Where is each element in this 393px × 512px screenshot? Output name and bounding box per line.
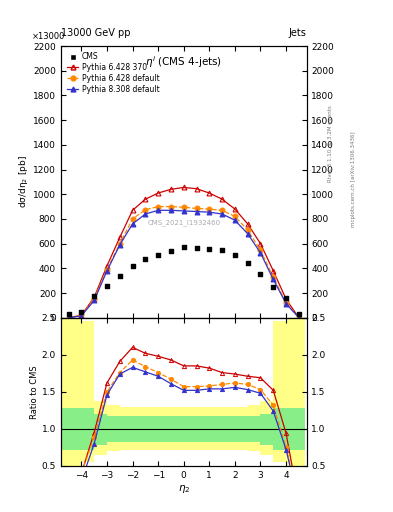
Point — [168, 247, 174, 255]
Y-axis label: Ratio to CMS: Ratio to CMS — [30, 365, 39, 419]
Y-axis label: dσ/dη$_2$ [pb]: dσ/dη$_2$ [pb] — [17, 156, 30, 208]
Point — [104, 282, 110, 290]
Point — [296, 310, 302, 318]
Point — [117, 272, 123, 280]
Point — [129, 262, 136, 270]
Point — [206, 245, 213, 253]
Point — [91, 292, 97, 300]
Point — [155, 251, 161, 259]
Point — [232, 251, 238, 260]
Point — [283, 294, 289, 302]
Point — [257, 270, 264, 278]
X-axis label: $\eta_2$: $\eta_2$ — [178, 482, 190, 495]
Text: 13000 GeV pp: 13000 GeV pp — [61, 28, 130, 38]
Point — [270, 283, 276, 291]
Text: ×13000: ×13000 — [31, 32, 65, 40]
Text: Rivet 3.1.10, ≥ 3.2M events: Rivet 3.1.10, ≥ 3.2M events — [328, 105, 332, 182]
Point — [66, 310, 72, 318]
Point — [193, 244, 200, 252]
Text: mcplots.cern.ch [arXiv:1306.3436]: mcplots.cern.ch [arXiv:1306.3436] — [351, 132, 356, 227]
Point — [142, 255, 149, 263]
Point — [181, 243, 187, 251]
Point — [244, 259, 251, 267]
Point — [219, 246, 225, 254]
Text: CMS_2021_I1932460: CMS_2021_I1932460 — [147, 219, 220, 226]
Text: Jets: Jets — [289, 28, 307, 38]
Legend: CMS, Pythia 6.428 370, Pythia 6.428 default, Pythia 8.308 default: CMS, Pythia 6.428 370, Pythia 6.428 defa… — [65, 50, 162, 96]
Text: $\eta^{i}$ (CMS 4-jets): $\eta^{i}$ (CMS 4-jets) — [145, 54, 222, 70]
Point — [78, 308, 84, 316]
